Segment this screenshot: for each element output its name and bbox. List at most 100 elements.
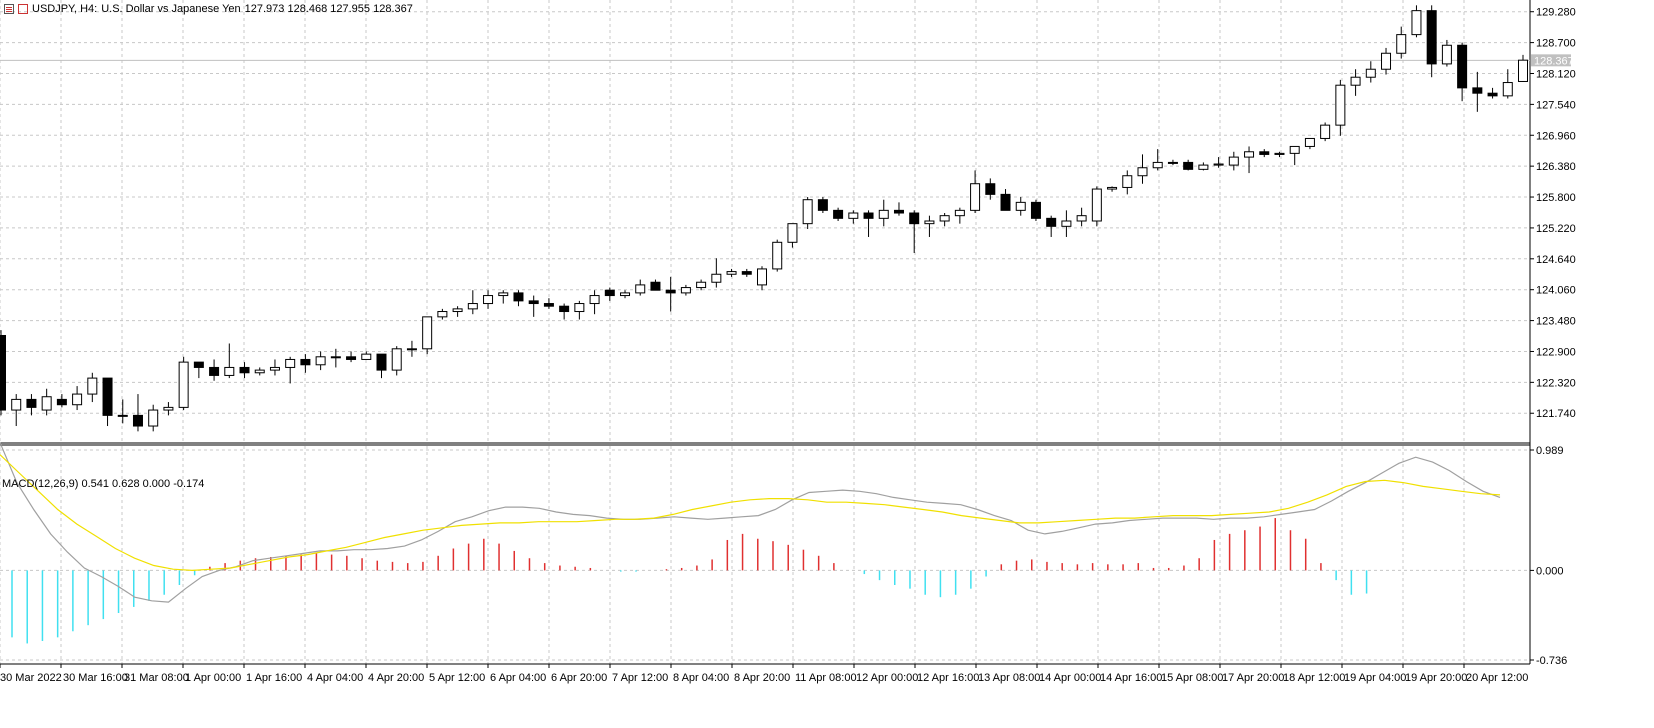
candle bbox=[559, 303, 570, 320]
candle bbox=[1411, 5, 1422, 38]
candle-bull bbox=[1152, 161, 1163, 169]
candle-bear bbox=[985, 183, 996, 195]
candle-bear bbox=[1472, 87, 1483, 94]
candle bbox=[117, 399, 128, 424]
candle bbox=[802, 197, 813, 229]
candle-bull bbox=[726, 271, 737, 275]
time-tick-label: 30 Mar 2022 bbox=[0, 672, 62, 684]
candle-bear bbox=[528, 300, 539, 305]
time-tick-label: 12 Apr 00:00 bbox=[856, 672, 918, 684]
candle-bull bbox=[361, 353, 372, 360]
current-price-tag: 128.367 bbox=[1531, 54, 1574, 67]
candle bbox=[620, 290, 631, 299]
candle bbox=[848, 210, 859, 224]
candle-bear bbox=[543, 303, 554, 307]
candle bbox=[452, 306, 463, 317]
candle bbox=[346, 351, 357, 363]
candle bbox=[56, 394, 67, 408]
candle-bear bbox=[893, 209, 904, 214]
candle-bull bbox=[163, 406, 174, 411]
time-tick-label: 4 Apr 20:00 bbox=[368, 672, 424, 684]
time-tick-label: 6 Apr 20:00 bbox=[551, 672, 607, 684]
candle bbox=[1183, 159, 1194, 171]
candle-bull bbox=[1137, 167, 1148, 177]
candle bbox=[269, 359, 280, 376]
candle-bull bbox=[848, 212, 859, 219]
candle-bull bbox=[224, 366, 235, 376]
candle bbox=[985, 178, 996, 200]
candle bbox=[1061, 210, 1072, 237]
macd-line bbox=[0, 442, 1501, 603]
candle bbox=[1487, 87, 1498, 99]
candle-bull bbox=[1076, 215, 1087, 222]
chart-menu-icon[interactable] bbox=[4, 4, 14, 14]
candle-bear bbox=[193, 361, 204, 368]
candle bbox=[467, 290, 478, 315]
candle bbox=[132, 394, 143, 432]
candle bbox=[878, 199, 889, 227]
candle bbox=[924, 215, 935, 237]
candle-bull bbox=[254, 369, 265, 374]
candle-bear bbox=[102, 377, 113, 416]
time-tick-label: 13 Apr 08:00 bbox=[978, 672, 1040, 684]
candle bbox=[1426, 5, 1437, 78]
candle-bull bbox=[437, 311, 448, 318]
candle-bull bbox=[1167, 161, 1178, 164]
time-tick-label: 18 Apr 12:00 bbox=[1283, 672, 1345, 684]
candle bbox=[589, 290, 600, 315]
candle bbox=[1198, 162, 1209, 171]
candle-bear bbox=[1259, 151, 1270, 155]
candle-bull bbox=[1518, 59, 1528, 82]
candle bbox=[635, 279, 646, 296]
candle-bull bbox=[1335, 84, 1346, 126]
candle bbox=[1441, 39, 1452, 67]
candle-bull bbox=[1107, 186, 1118, 190]
candle bbox=[406, 340, 417, 357]
candle bbox=[970, 170, 981, 214]
candle bbox=[1152, 149, 1163, 171]
candle-bull bbox=[1061, 220, 1072, 227]
time-tick-label: 19 Apr 20:00 bbox=[1405, 672, 1467, 684]
candle bbox=[574, 300, 585, 320]
candle-bear bbox=[817, 199, 828, 211]
candle bbox=[239, 362, 250, 379]
time-tick-label: 20 Apr 12:00 bbox=[1466, 672, 1528, 684]
price-tick-label: 126.960 bbox=[1536, 130, 1576, 142]
candle-bull bbox=[772, 241, 783, 270]
candle-bull bbox=[924, 220, 935, 225]
candle-bull bbox=[802, 199, 813, 225]
signal-line bbox=[0, 454, 1501, 572]
candle bbox=[711, 258, 722, 288]
price-tick-label: 128.120 bbox=[1536, 68, 1576, 80]
candle-bear bbox=[604, 289, 615, 297]
candle-bear bbox=[665, 289, 676, 294]
candle bbox=[1046, 215, 1057, 237]
candle-bull bbox=[41, 396, 52, 411]
candle-bear bbox=[300, 358, 311, 366]
time-tick-label: 4 Apr 04:00 bbox=[307, 672, 363, 684]
time-tick-label: 6 Apr 04:00 bbox=[490, 672, 546, 684]
time-tick-label: 11 Apr 08:00 bbox=[795, 672, 857, 684]
candle-bull bbox=[589, 295, 600, 305]
candle-bull bbox=[939, 215, 950, 222]
candle bbox=[26, 394, 37, 416]
macd-indicator-label: MACD(12,26,9) 0.541 0.628 0.000 -0.174 bbox=[2, 478, 205, 490]
candle-bear bbox=[863, 212, 874, 219]
candles-icon[interactable] bbox=[18, 4, 28, 14]
candle-bull bbox=[1015, 201, 1026, 211]
candle bbox=[437, 308, 448, 320]
candle-bull bbox=[1320, 124, 1331, 139]
candle-bull bbox=[1441, 44, 1452, 65]
candles bbox=[0, 5, 1528, 432]
candle-bear bbox=[0, 334, 6, 411]
time-tick-label: 12 Apr 16:00 bbox=[917, 672, 979, 684]
candle bbox=[1320, 122, 1331, 142]
macd-histogram bbox=[11, 518, 1368, 644]
candle-bull bbox=[315, 356, 326, 366]
time-tick-label: 8 Apr 04:00 bbox=[673, 672, 729, 684]
candle bbox=[1396, 26, 1407, 59]
candle bbox=[285, 356, 296, 384]
